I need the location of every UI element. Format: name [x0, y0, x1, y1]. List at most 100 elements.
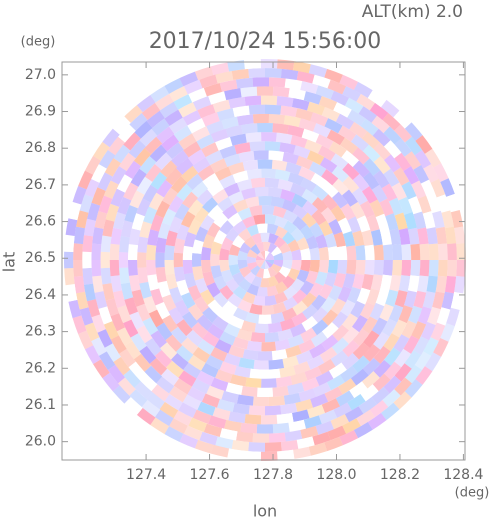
echo-cell [273, 252, 284, 260]
echo-cell [150, 288, 164, 306]
echo-cell [424, 148, 442, 168]
echo-cell [281, 307, 297, 321]
echo-cell [292, 300, 308, 316]
echo-cell [315, 134, 334, 150]
echo-cell [362, 330, 380, 349]
echo-cell [228, 345, 245, 358]
echo-cell [236, 114, 254, 126]
echo-cell [324, 386, 343, 402]
echo-cell [219, 174, 236, 189]
echo-cell [201, 246, 212, 260]
echo-cell [369, 102, 389, 121]
y-tick-label: 26.9 [25, 104, 56, 120]
echo-cell [352, 173, 370, 192]
echo-cell [423, 164, 439, 183]
echo-cell [244, 95, 262, 106]
echo-cell [353, 81, 373, 99]
echo-cell [215, 136, 233, 151]
echo-cell [128, 274, 141, 292]
echo-cell [291, 249, 302, 260]
echo-cell [287, 268, 300, 281]
echo-cell [287, 172, 305, 186]
echo-cell [169, 86, 188, 102]
y-tick-label: 26.1 [25, 397, 56, 413]
echo-cell [274, 236, 286, 249]
echo-cell [102, 372, 120, 392]
echo-cell [141, 399, 161, 418]
echo-cell [113, 212, 126, 230]
echo-cell [214, 339, 232, 354]
echo-cell [73, 243, 83, 260]
echo-cell [227, 212, 243, 227]
echo-cell [164, 260, 175, 275]
echo-cell [315, 85, 334, 100]
echo-cell [257, 260, 265, 268]
echo-cell [320, 207, 337, 224]
echo-cell [255, 267, 265, 279]
echo-cell [261, 168, 277, 179]
echo-cell [180, 292, 196, 309]
echo-cell [394, 124, 412, 143]
echo-cell [256, 424, 274, 434]
echo-cell [206, 222, 221, 238]
echo-cell [330, 350, 349, 367]
echo-cell [338, 378, 357, 395]
echo-cell [98, 351, 116, 371]
echo-cell [287, 382, 305, 395]
echo-cell [401, 320, 417, 339]
echo-cell [267, 223, 279, 235]
echo-cell [419, 260, 430, 277]
echo-cell [283, 115, 301, 128]
echo-cell [321, 194, 339, 211]
echo-cell [315, 420, 334, 435]
echo-cell [110, 188, 126, 207]
echo-cell [257, 351, 273, 361]
echo-cell [332, 178, 349, 196]
echo-cell [404, 122, 423, 141]
echo-cell [228, 162, 245, 175]
echo-cell [310, 393, 329, 408]
echo-cell [420, 179, 436, 199]
echo-cell [129, 113, 148, 131]
echo-cell [133, 353, 152, 372]
echo-cell [212, 315, 229, 332]
echo-cell [295, 399, 313, 412]
echo-cell [236, 77, 254, 89]
echo-cell [272, 123, 289, 135]
echo-cell [252, 396, 270, 407]
echo-cell [100, 251, 110, 269]
echo-cell [356, 287, 371, 305]
echo-cell [194, 66, 214, 81]
echo-cell [118, 348, 136, 368]
echo-cell [344, 406, 364, 423]
echo-cell [107, 364, 126, 384]
echo-cell [187, 303, 204, 321]
echo-cell [359, 200, 375, 219]
echo-cell [173, 378, 192, 395]
echo-cell [265, 260, 270, 270]
echo-cell [341, 189, 358, 207]
echo-cell [137, 267, 149, 284]
echo-cell [203, 82, 222, 97]
echo-cell [231, 68, 250, 81]
echo-cell [394, 363, 412, 382]
echo-cell [233, 199, 249, 213]
echo-cell [342, 340, 360, 358]
echo-cell [290, 227, 305, 242]
echo-cell [248, 68, 265, 78]
echo-cell [360, 384, 379, 402]
echo-cell [253, 214, 265, 225]
echo-cell [176, 183, 193, 201]
echo-cell [73, 275, 86, 294]
echo-cell [339, 74, 359, 90]
echo-cell [330, 205, 346, 222]
echo-cell [307, 404, 326, 419]
echo-cell [202, 233, 215, 249]
echo-cell [207, 323, 224, 340]
echo-cell [349, 121, 368, 139]
echo-cell [160, 342, 178, 360]
echo-cell [272, 385, 289, 397]
echo-cell [120, 282, 134, 300]
echo-cell [394, 377, 412, 396]
